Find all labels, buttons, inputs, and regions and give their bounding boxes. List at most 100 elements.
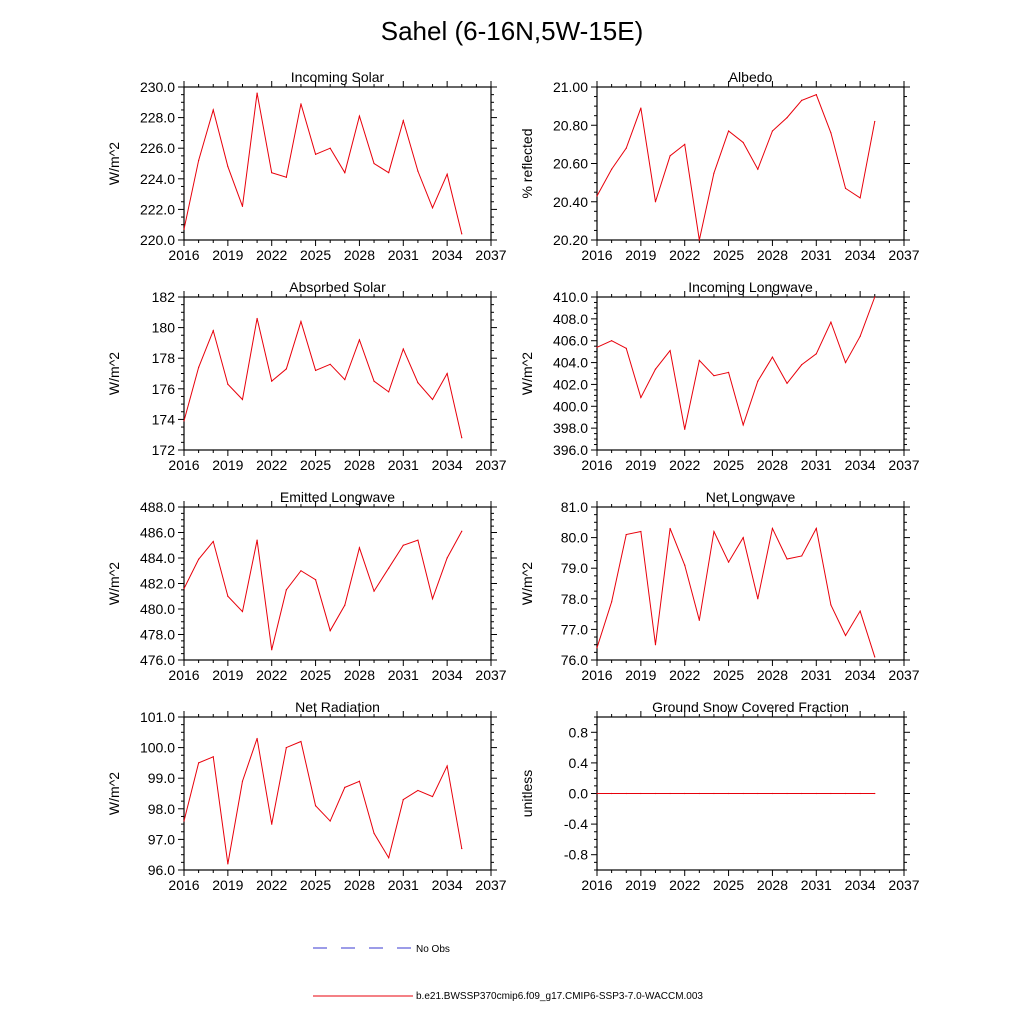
y-tick-label: 76.0 [561, 652, 588, 668]
x-tick-label: 2037 [475, 247, 506, 263]
data-point [859, 792, 861, 795]
data-point [417, 382, 419, 384]
y-tick-label: 404.0 [553, 355, 588, 371]
x-tick-label: 2028 [344, 247, 375, 263]
data-point [300, 570, 302, 572]
y-tick-label: -0.8 [564, 847, 588, 863]
y-tick-label: 226.0 [140, 140, 175, 156]
y-tick-label: 224.0 [140, 171, 175, 187]
series-line [183, 738, 463, 864]
data-point [461, 847, 463, 850]
x-tick-label: 2034 [432, 877, 463, 893]
data-point [373, 162, 375, 165]
x-tick-label: 2016 [581, 667, 612, 683]
chart-panel-7: Net Radiation 2016 2019 2022 2025 2028 2031 203… [106, 699, 507, 893]
data-point [198, 159, 200, 162]
data-point [271, 649, 273, 651]
chart-title: Ground Snow Covered Fraction [652, 699, 849, 715]
data-point [596, 647, 598, 649]
data-point [373, 832, 375, 834]
y-tick-label: 0.4 [569, 755, 589, 771]
data-point [611, 168, 613, 170]
x-tick-label: 2031 [388, 877, 419, 893]
data-point [241, 205, 244, 207]
legend: No Obs b.e21.BWSSP370cmip6.f09_g17.CMIP6… [313, 944, 703, 1002]
data-point [596, 195, 598, 197]
data-point [669, 792, 671, 795]
y-axis-label: W/m^2 [519, 352, 535, 395]
series-line [183, 318, 463, 438]
data-point [684, 428, 686, 430]
y-tick-label: 0.0 [569, 786, 589, 802]
series-line [183, 93, 463, 234]
data-point [815, 792, 817, 795]
x-tick-label: 2037 [475, 877, 506, 893]
data-point [314, 805, 317, 807]
x-tick-label: 2025 [713, 457, 744, 473]
y-tick-label: 178 [152, 350, 176, 366]
data-point [358, 339, 361, 341]
y-tick-label: 21.00 [553, 79, 588, 95]
x-tick-label: 2031 [801, 247, 832, 263]
data-point [640, 792, 642, 795]
y-axis-label: W/m^2 [106, 352, 122, 395]
series-line [183, 530, 463, 650]
data-point [874, 296, 876, 298]
y-axis-label: W/m^2 [106, 772, 122, 815]
x-tick-label: 2019 [212, 667, 243, 683]
y-tick-label: 480.0 [140, 601, 175, 617]
data-point [771, 130, 774, 132]
x-tick-label: 2016 [168, 457, 199, 473]
data-point [830, 321, 832, 323]
data-point [684, 564, 686, 566]
data-point [874, 656, 876, 658]
data-point [183, 588, 185, 590]
data-point [183, 820, 185, 822]
x-tick-label: 2025 [300, 247, 331, 263]
plot-frame [596, 296, 905, 451]
x-tick-label: 2022 [669, 457, 700, 473]
x-tick-label: 2034 [845, 247, 876, 263]
x-tick-label: 2016 [581, 877, 612, 893]
data-point [727, 792, 730, 795]
y-tick-label: 222.0 [140, 201, 175, 217]
data-point [771, 356, 774, 358]
chart-panel-1: Incoming Solar 2016 2019 2022 2025 2028 2031 20… [106, 69, 507, 263]
x-tick-label: 2037 [888, 877, 919, 893]
x-tick-label: 2022 [256, 457, 287, 473]
y-tick-label: 484.0 [140, 550, 175, 566]
plot-frame [183, 86, 492, 241]
y-tick-label: 396.0 [553, 442, 588, 458]
data-point [285, 368, 287, 370]
y-tick-label: 0.8 [569, 724, 589, 740]
y-tick-label: 478.0 [140, 627, 175, 643]
y-tick-label: 488.0 [140, 499, 175, 515]
data-point [771, 792, 774, 795]
data-point [844, 361, 847, 364]
data-point [314, 369, 317, 372]
x-tick-label: 2028 [757, 877, 788, 893]
data-point [742, 141, 744, 144]
data-point [241, 398, 244, 401]
data-point [727, 130, 730, 132]
data-point [859, 335, 861, 337]
data-point [859, 610, 861, 612]
data-point [227, 595, 229, 597]
data-point [461, 530, 463, 532]
data-point [285, 176, 287, 178]
data-point [212, 109, 214, 111]
data-point [611, 792, 613, 795]
data-point [358, 115, 361, 117]
y-tick-label: 228.0 [140, 110, 175, 126]
data-point [786, 382, 788, 384]
chart-title: Absorbed Solar [289, 279, 386, 295]
series-line [596, 94, 876, 241]
chart-title: Emitted Longwave [280, 489, 395, 505]
data-point [757, 168, 759, 170]
x-tick-label: 2022 [256, 667, 287, 683]
data-point [625, 792, 627, 795]
data-point [198, 558, 200, 560]
data-point [625, 147, 627, 149]
y-tick-label: 230.0 [140, 79, 175, 95]
y-tick-label: 220.0 [140, 232, 175, 248]
